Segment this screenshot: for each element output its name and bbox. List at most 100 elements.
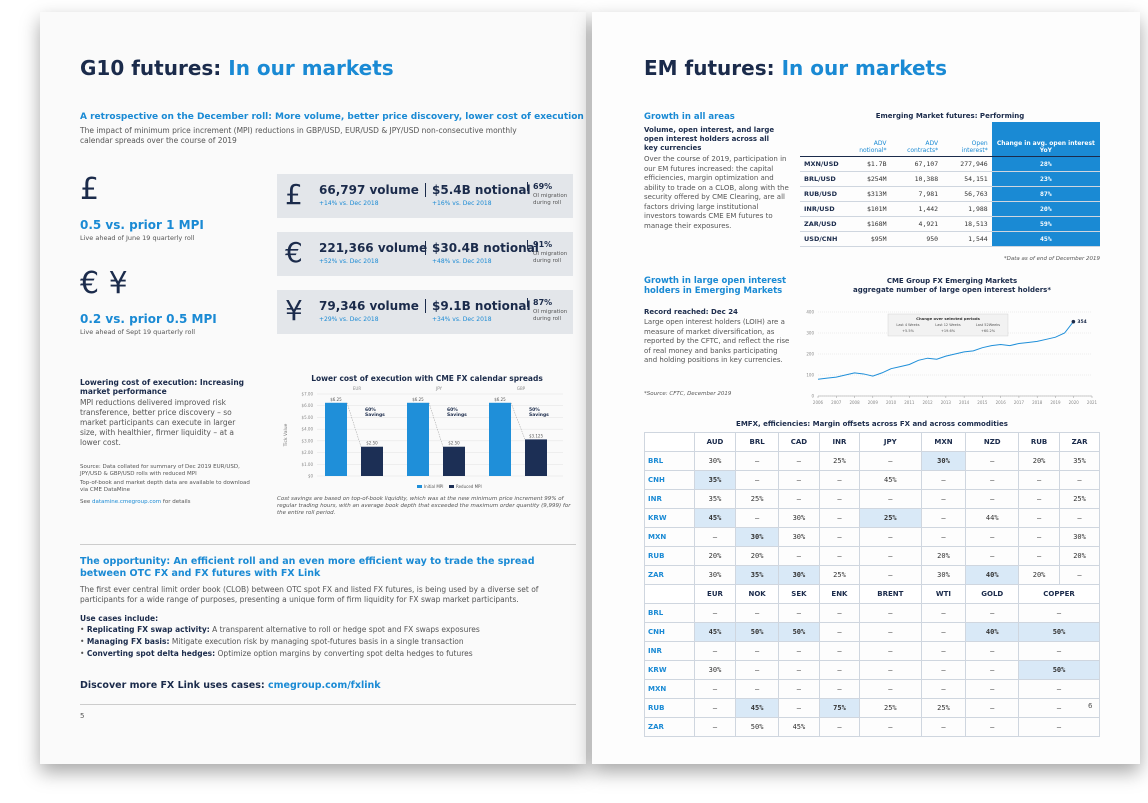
inset-box — [887, 313, 1009, 337]
cell: 20% — [693, 546, 737, 566]
cell: – — [965, 679, 1020, 699]
cell: – — [693, 641, 737, 661]
cell: – — [693, 527, 737, 547]
header-cell: CAD — [777, 432, 820, 452]
cell: 20% — [1018, 451, 1061, 471]
cell: – — [859, 660, 922, 680]
y-tick-label: 300 — [806, 331, 814, 336]
y-tick-label: 200 — [806, 352, 814, 357]
header-cell — [644, 584, 695, 604]
x-tick-label: JPY — [435, 386, 443, 391]
y-tick-label: $2.00 — [302, 450, 314, 455]
cell: ZAR/USD — [800, 216, 843, 232]
inset-value: +5.5% — [902, 329, 914, 333]
chart-caption: Cost savings are based on top-of-book li… — [277, 496, 571, 516]
cell: 20% — [920, 546, 967, 566]
savings-pct: 50% — [529, 407, 540, 413]
row: INR – – – – – – – – — [644, 641, 1100, 661]
header-cell: ADV contracts* — [890, 122, 943, 157]
cell: – — [777, 546, 820, 566]
loih-heading: Growth in large open interest holders in… — [644, 276, 787, 296]
savings-text: Savings — [447, 412, 467, 418]
cell: – — [818, 527, 861, 547]
cell: – — [965, 603, 1020, 623]
bar-value-label: $6.25 — [330, 397, 342, 402]
row: BRL/USD $254M 10,388 54,151 23% — [800, 171, 1100, 187]
notional-change: +34% vs. Dec 2018 — [432, 316, 492, 323]
cell: 40% — [965, 565, 1020, 585]
header-cell: ZAR — [1059, 432, 1100, 452]
cell: 50% — [1018, 622, 1100, 642]
cell: 35% — [693, 470, 737, 490]
cell: – — [1018, 527, 1061, 547]
x-tick-label: 2009 — [868, 400, 879, 405]
header-cell: NOK — [735, 584, 779, 604]
text: Discover more FX Link uses cases: — [80, 680, 265, 691]
header-row: ADV notional* ADV contracts* Open interest… — [800, 122, 1100, 157]
margin-title: EMFX, efficiencies: Margin offsets acros… — [736, 420, 1008, 428]
inset-label: Last 12 Weeks — [935, 323, 961, 327]
stat-box: £66,797 volume +14% vs. Dec 2018 $5.4B not… — [277, 174, 573, 218]
cell: 45% — [693, 508, 737, 528]
cell: 25% — [818, 451, 861, 471]
bar — [443, 446, 465, 476]
cell: 30% — [777, 565, 820, 585]
cell: – — [859, 546, 922, 566]
cell: – — [735, 470, 779, 490]
cell: – — [818, 717, 861, 737]
cost-heading: Lowering cost of execution: Increasing m… — [80, 378, 245, 396]
discover: Discover more FX Link uses cases: cmegro… — [80, 680, 381, 691]
cell: MXN — [644, 679, 695, 699]
volume-change: +14% vs. Dec 2018 — [319, 200, 379, 207]
icon: ¥ — [108, 266, 128, 301]
cell: – — [735, 603, 779, 623]
header-row: EUR NOK SEK ENK BRENT WTI GOLD COPPER — [644, 584, 1100, 604]
use-case: Managing FX basis: Mitigate execution ri… — [80, 636, 570, 648]
bar-value-label: $6.25 — [494, 397, 506, 402]
chart-title: CME Group FX Emerging Markets — [887, 277, 1017, 285]
x-tick-label: EUR — [353, 386, 361, 391]
cell: 30% — [920, 565, 967, 585]
chart-title: Lower cost of execution with CME FX cale… — [311, 374, 543, 383]
cell: BRL — [644, 603, 695, 623]
cell: MXN/USD — [800, 156, 843, 172]
cell: 20% — [1018, 565, 1061, 585]
row: RUB/USD $313M 7,981 56,763 87% — [800, 186, 1100, 202]
use-case-label: Converting spot delta hedges: — [86, 649, 216, 658]
table-note: *Data as of end of December 2019 — [1003, 256, 1100, 262]
cell: KRW — [644, 508, 695, 528]
cell: – — [859, 527, 922, 547]
use-cases-heading: Use cases include: — [80, 614, 159, 623]
cell: BRL/USD — [800, 171, 843, 187]
inset-title: Change over selected periods — [916, 316, 980, 321]
legend-label: Initial MPI — [424, 484, 443, 489]
cell: 35% — [1059, 451, 1100, 471]
row: RUB –45% –75% 25% 25% – – — [644, 698, 1100, 718]
see-link: See datamine.cmegroup.com for details — [80, 498, 191, 507]
cell: RUB/USD — [800, 186, 843, 202]
cell: – — [859, 622, 922, 642]
x-tick-label: 2015 — [977, 400, 988, 405]
page-title: G10 futures: In our markets — [80, 56, 394, 80]
cell: 45% — [859, 470, 922, 490]
oi-note: OI migration during roll — [533, 193, 568, 206]
cell: 30% — [1059, 527, 1100, 547]
line — [817, 321, 1074, 380]
link: datamine.cmegroup.com — [92, 499, 162, 505]
use-case: Replicating FX swap activity: A transpar… — [80, 624, 570, 636]
bar — [407, 402, 429, 476]
savings-pct: 60% — [365, 407, 376, 413]
oi: 87% — [527, 298, 552, 307]
cell: – — [920, 470, 967, 490]
end-label: 354 — [1077, 319, 1086, 325]
savings-pct: 60% — [447, 407, 458, 413]
cell: – — [1059, 508, 1100, 528]
cell: – — [965, 717, 1020, 737]
link: cmegroup.com/fxlink — [268, 680, 381, 691]
cell: – — [965, 660, 1020, 680]
cell: $101M — [842, 201, 891, 217]
header-cell: Change in avg. open interest YoY — [991, 122, 1100, 157]
use-case: Converting spot delta hedges: Optimize o… — [80, 648, 570, 660]
cell: – — [965, 470, 1020, 490]
growth-text: Over the course of 2019, participation i… — [644, 155, 789, 230]
